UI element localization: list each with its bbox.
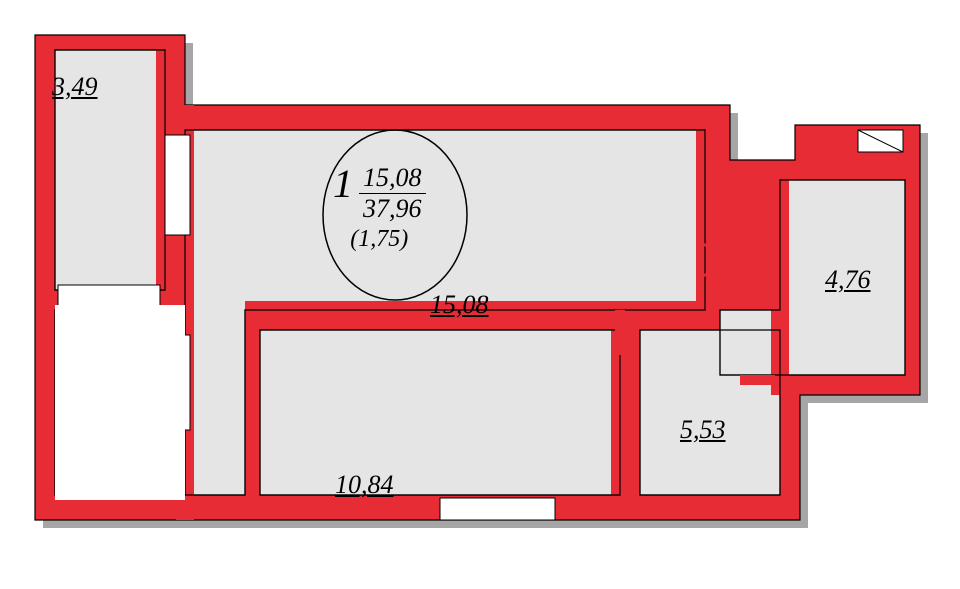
area-label-r1084: 10,84: [335, 470, 394, 500]
area-aux: (1,75): [333, 226, 426, 253]
area-living: 15,08: [359, 163, 426, 194]
unit-badge: 115,0837,96(1,75): [333, 160, 426, 253]
area-total: 37,96: [359, 194, 426, 224]
unit-number: 1: [333, 161, 353, 206]
area-label-r1508: 15,08: [430, 290, 489, 320]
area-label-r553: 5,53: [680, 415, 726, 445]
area-label-r476: 4,76: [825, 265, 871, 295]
floorplan: { "canvas": { "w": 960, "h": 589, "bg": …: [0, 0, 960, 589]
area-label-r349: 3,49: [52, 72, 98, 102]
